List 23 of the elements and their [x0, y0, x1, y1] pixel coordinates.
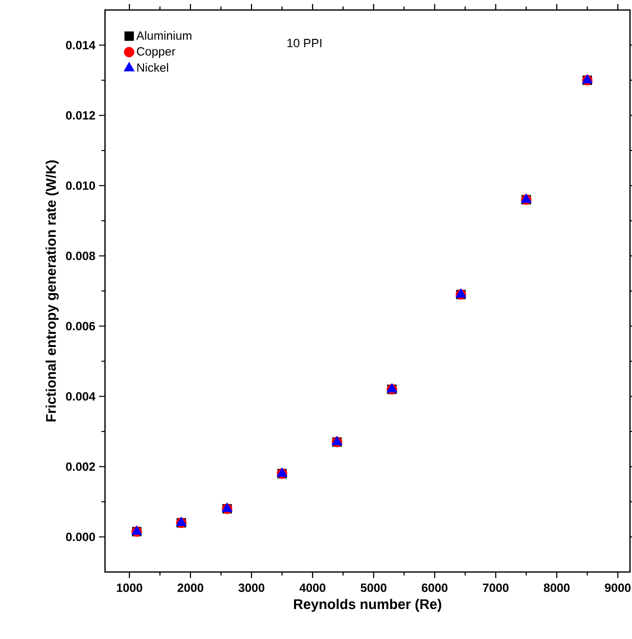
- y-tick-label: 0.012: [66, 111, 95, 120]
- x-tick-label: 2000: [178, 584, 204, 592]
- x-tick-label: 4000: [299, 584, 326, 592]
- x-tick-label: 8000: [544, 584, 570, 592]
- y-tick-label: 0.014: [66, 40, 96, 50]
- x-axis-title: Reynolds number (Re): [294, 598, 442, 612]
- y-tick-label: 0.006: [66, 322, 96, 330]
- x-tick-label: 9000: [604, 584, 631, 592]
- y-tick-label: 0.004: [66, 392, 96, 401]
- annotation: 10 PPI: [287, 38, 322, 48]
- x-tick-label: 5000: [360, 584, 386, 592]
- y-tick-label: 0.008: [66, 252, 96, 260]
- y-tick-label: 0.010: [66, 181, 95, 190]
- legend-label: Aluminium: [136, 31, 192, 40]
- legend-label: Copper: [136, 47, 176, 58]
- x-tick-label: 6000: [422, 584, 448, 592]
- y-tick-label: 0.000: [66, 532, 95, 542]
- x-tick-label: 3000: [238, 584, 264, 592]
- x-tick-label: 1000: [116, 584, 142, 592]
- y-axis-title: Frictional entropy generation rate (W/K): [46, 160, 59, 422]
- x-tick-label: 7000: [482, 584, 508, 592]
- y-tick-label: 0.002: [66, 462, 95, 471]
- legend-label: Nickel: [137, 63, 168, 72]
